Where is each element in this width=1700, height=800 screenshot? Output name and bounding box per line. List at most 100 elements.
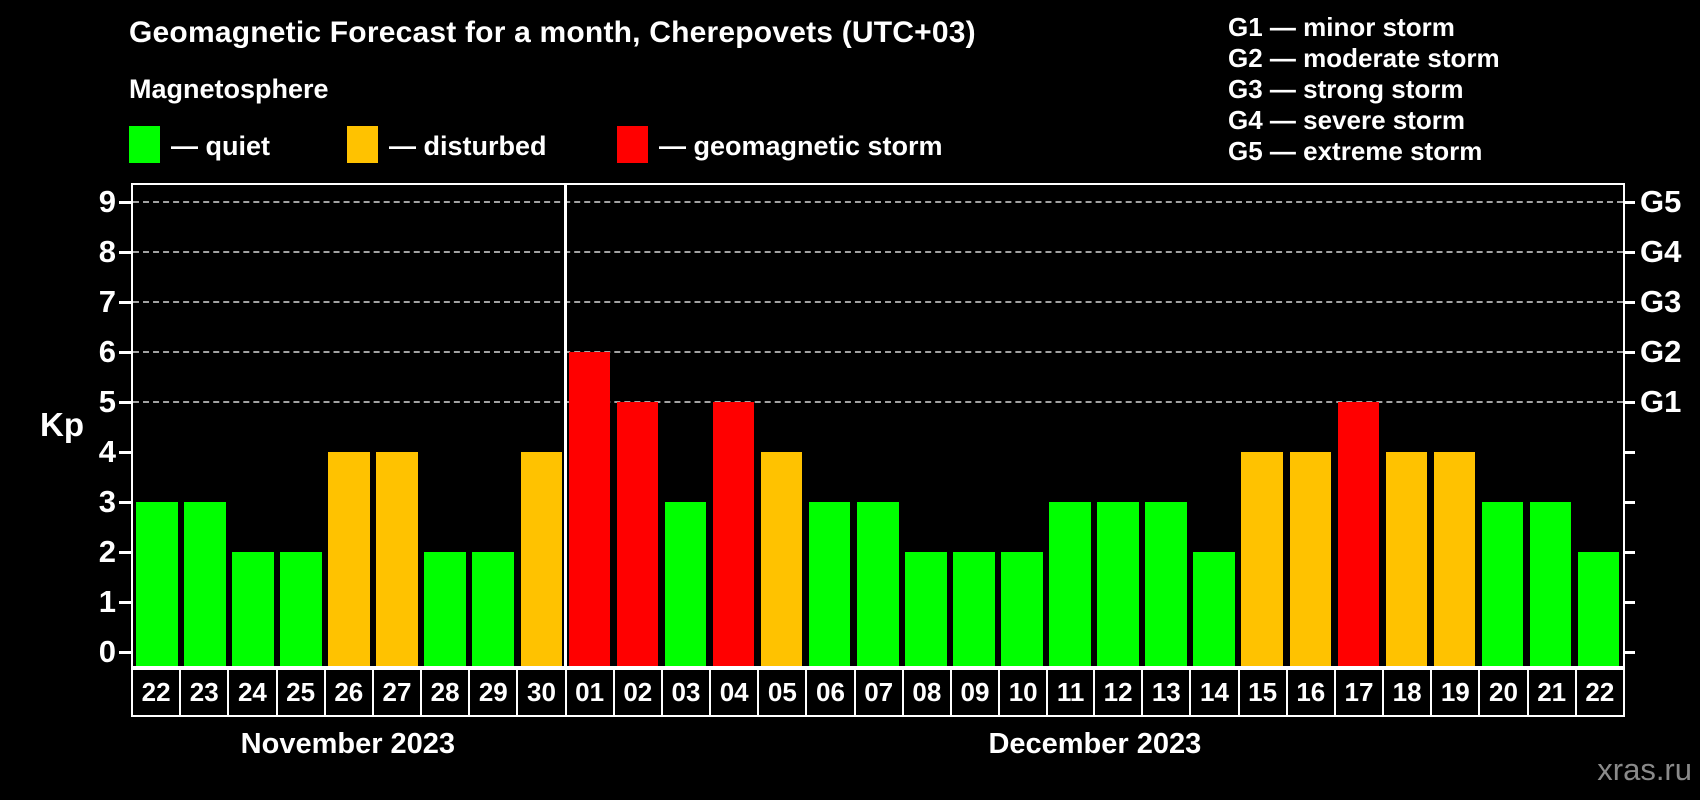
storm-legend-swatch xyxy=(617,126,648,163)
date-cell-dec-19: 19 xyxy=(1430,668,1481,717)
y-tick-left-6 xyxy=(119,351,131,354)
gridline-kp9 xyxy=(133,201,1623,203)
kp-bar-27 xyxy=(376,452,418,666)
date-cell-nov-22: 22 xyxy=(131,668,182,717)
month-label-1: December 2023 xyxy=(988,728,1202,760)
g-label-g1: G1 xyxy=(1640,384,1682,419)
gridline-kp7 xyxy=(133,301,1623,303)
y-tick-label-8: 8 xyxy=(98,234,116,269)
gridline-kp5 xyxy=(133,401,1623,403)
date-cell-nov-25: 25 xyxy=(275,668,326,717)
date-cell-dec-12: 12 xyxy=(1093,668,1144,717)
g-legend-line-g4: G4 — severe storm xyxy=(1228,105,1466,135)
disturbed-legend-label: — disturbed xyxy=(389,131,547,161)
y-tick-left-0 xyxy=(119,651,131,654)
kp-bar-12 xyxy=(1097,502,1139,666)
date-cell-dec-14: 14 xyxy=(1189,668,1240,717)
y-tick-left-1 xyxy=(119,601,131,604)
g-legend-line-g3: G3 — strong storm xyxy=(1228,74,1464,104)
y-tick-left-3 xyxy=(119,501,131,504)
kp-bar-30 xyxy=(520,452,563,666)
y-tick-left-9 xyxy=(119,201,131,204)
kp-bar-25 xyxy=(280,552,322,666)
storm-legend-label: — geomagnetic storm xyxy=(659,131,943,161)
g-legend-line-g2: G2 — moderate storm xyxy=(1228,43,1500,73)
date-cell-dec-15: 15 xyxy=(1237,668,1288,717)
y-tick-right-3 xyxy=(1623,501,1635,504)
g-legend-line-g5: G5 — extreme storm xyxy=(1228,136,1483,166)
kp-bar-10 xyxy=(1001,552,1043,666)
plot-area xyxy=(131,183,1625,668)
date-cell-dec-22: 22 xyxy=(1574,668,1625,717)
y-tick-right-1 xyxy=(1623,601,1635,604)
y-tick-label-6: 6 xyxy=(98,334,116,369)
kp-bar-02 xyxy=(616,402,659,666)
kp-bar-18 xyxy=(1385,452,1428,666)
date-cell-dec-02: 02 xyxy=(612,668,663,717)
y-tick-left-4 xyxy=(119,451,131,454)
date-cell-dec-11: 11 xyxy=(1046,668,1096,717)
kp-bar-15 xyxy=(1241,452,1284,666)
date-cell-nov-24: 24 xyxy=(227,668,278,717)
y-tick-left-2 xyxy=(119,551,131,554)
y-tick-label-3: 3 xyxy=(98,484,116,519)
kp-bar-26 xyxy=(328,452,370,666)
kp-bar-21 xyxy=(1529,502,1572,666)
y-tick-right-2 xyxy=(1623,551,1635,554)
kp-bar-07 xyxy=(856,502,899,666)
kp-bar-19 xyxy=(1433,452,1476,666)
month-divider xyxy=(564,185,568,666)
g-scale-legend: G1 — minor storm G2 — moderate storm G3 … xyxy=(1228,12,1500,167)
date-cell-dec-03: 03 xyxy=(660,668,712,717)
g-label-g5: G5 xyxy=(1640,184,1682,219)
y-tick-label-0: 0 xyxy=(98,634,116,669)
watermark: xras.ru xyxy=(1597,752,1692,787)
y-tick-right-6 xyxy=(1623,351,1635,354)
date-cell-nov-29: 29 xyxy=(468,668,519,717)
y-tick-label-5: 5 xyxy=(98,384,116,419)
kp-bar-13 xyxy=(1145,502,1187,666)
kp-bar-05 xyxy=(760,452,803,666)
y-tick-right-4 xyxy=(1623,451,1635,454)
y-tick-left-5 xyxy=(119,401,131,404)
date-cell-nov-30: 30 xyxy=(516,668,567,717)
date-axis: 22 23 24 25 26 27 28 29 30 01 02 03 04 05 06 07 08 09 10 11… xyxy=(131,668,1625,717)
kp-bar-03 xyxy=(664,502,707,666)
y-tick-left-8 xyxy=(119,251,131,254)
gridline-kp6 xyxy=(133,351,1623,353)
kp-bar-22 xyxy=(136,502,178,666)
y-axis-title: Kp xyxy=(40,406,84,443)
y-tick-left-7 xyxy=(119,301,131,304)
kp-bar-17 xyxy=(1337,402,1380,666)
date-cell-dec-01: 01 xyxy=(564,668,615,717)
y-tick-label-9: 9 xyxy=(98,184,116,219)
quiet-legend-swatch xyxy=(129,126,160,163)
kp-bar-06 xyxy=(808,502,851,666)
month-label-0: November 2023 xyxy=(240,728,456,760)
date-cell-dec-05: 05 xyxy=(757,668,808,717)
date-cell-dec-16: 16 xyxy=(1285,668,1336,717)
kp-bar-08 xyxy=(905,552,947,666)
y-tick-right-7 xyxy=(1623,301,1635,304)
quiet-legend-label: — quiet xyxy=(171,131,270,161)
g-label-g2: G2 xyxy=(1640,334,1682,369)
kp-bar-24 xyxy=(232,552,274,666)
date-cell-dec-20: 20 xyxy=(1478,668,1529,717)
g-label-g4: G4 xyxy=(1640,234,1682,269)
g-legend-line-g1: G1 — minor storm xyxy=(1228,12,1455,42)
date-cell-nov-27: 27 xyxy=(371,668,423,717)
date-cell-nov-26: 26 xyxy=(323,668,374,717)
y-tick-right-5 xyxy=(1623,401,1635,404)
kp-bar-23 xyxy=(184,502,226,666)
g-label-g3: G3 xyxy=(1640,284,1682,319)
date-cell-dec-17: 17 xyxy=(1333,668,1385,717)
y-tick-label-2: 2 xyxy=(98,534,116,569)
kp-bar-04 xyxy=(712,402,755,666)
kp-bar-01 xyxy=(568,352,611,666)
y-tick-label-7: 7 xyxy=(98,284,116,319)
kp-bar-20 xyxy=(1481,502,1524,666)
y-tick-right-0 xyxy=(1623,651,1635,654)
chart-subtitle: Magnetosphere xyxy=(129,74,329,104)
kp-bar-29 xyxy=(472,552,514,666)
